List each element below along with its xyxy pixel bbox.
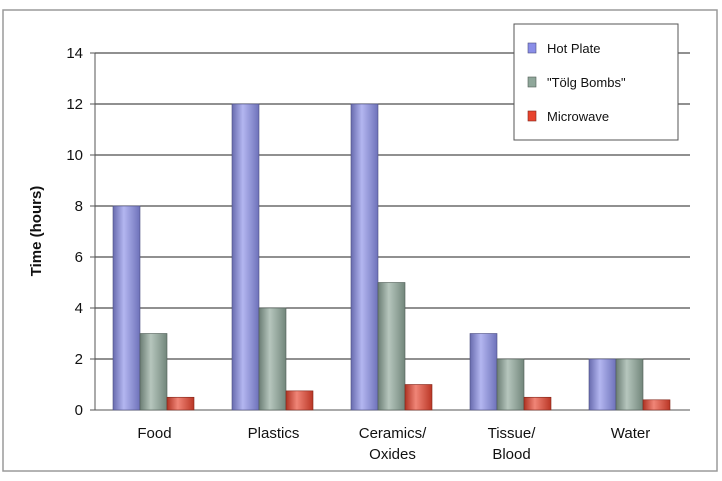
bar: Hot Plate: 3 — [469, 333, 498, 411]
bar: "Tölg Bombs": 2 — [615, 358, 644, 411]
legend-box — [513, 23, 679, 141]
bar: "Tölg Bombs": 4 — [258, 307, 287, 411]
x-tick-label: Tissue/Blood — [488, 425, 537, 463]
bar: "Tölg Bombs": 5 — [377, 282, 406, 411]
y-tick-label: 8 — [75, 198, 83, 215]
legend-swatch — [527, 42, 537, 54]
legend-label: Microwave — [547, 109, 609, 124]
legend-label: Hot Plate — [547, 41, 600, 56]
legend: Hot Plate "Tölg Bombs" Microwave — [513, 23, 679, 141]
y-axis-ticks: 0 2 4 6 8 10 12 14 — [66, 45, 95, 419]
bar: Microwave: 0.75 — [285, 390, 314, 411]
y-tick-label: 10 — [66, 147, 83, 164]
y-tick-label: 0 — [75, 402, 83, 419]
y-tick-label: 4 — [75, 300, 83, 317]
x-tick-label: Plastics — [248, 425, 300, 442]
legend-swatch — [527, 110, 537, 122]
bar: Microwave: 0.4 — [642, 399, 671, 411]
y-tick-label: 14 — [66, 45, 83, 62]
bar: Microwave: 1 — [404, 384, 433, 411]
bar: Hot Plate: 12 — [231, 103, 260, 411]
x-tick-label: Ceramics/Oxides — [359, 425, 427, 463]
x-tick-label: Food — [137, 425, 171, 442]
bar: Hot Plate: 8 — [112, 205, 141, 411]
y-tick-label: 2 — [75, 351, 83, 368]
x-tick-label: Water — [611, 425, 650, 442]
bar: "Tölg Bombs": 2 — [496, 358, 525, 411]
bar: "Tölg Bombs": 3 — [139, 333, 168, 411]
y-tick-label: 6 — [75, 249, 83, 266]
bar: Hot Plate: 12 — [350, 103, 379, 411]
bar: Hot Plate: 2 — [588, 358, 617, 411]
bar: Microwave: 0.5 — [523, 396, 552, 411]
bar: Microwave: 0.5 — [166, 396, 195, 411]
y-tick-label: 12 — [66, 96, 83, 113]
legend-swatch — [527, 76, 537, 88]
y-axis-label: Time (hours) — [28, 186, 45, 277]
x-axis-ticks: Food Plastics Ceramics/Oxides Tissue/Blood W… — [137, 425, 650, 463]
bar-series: Hot Plate: 8"Tölg Bombs": 3Microwave: 0.… — [112, 103, 671, 411]
legend-label: "Tölg Bombs" — [547, 75, 626, 90]
